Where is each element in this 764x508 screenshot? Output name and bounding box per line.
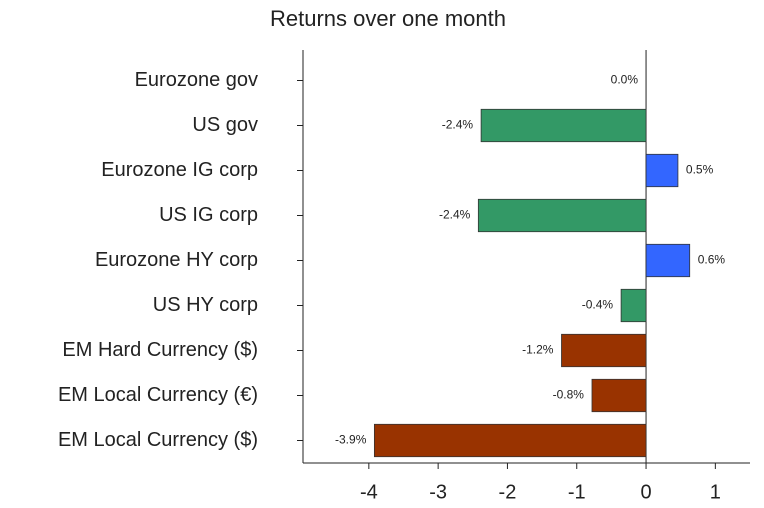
value-label: 0.5%	[686, 163, 714, 177]
x-tick-label: -1	[568, 481, 586, 503]
bar	[591, 378, 647, 413]
value-label: 0.0%	[611, 73, 639, 87]
x-tick-label: -4	[360, 481, 378, 503]
y-tick-label: US gov	[192, 114, 258, 136]
bar	[645, 153, 679, 188]
x-tick-label: -2	[499, 481, 517, 503]
x-tick-label: 0	[640, 481, 651, 503]
y-tick-label: EM Local Currency ($)	[58, 429, 258, 451]
bar	[373, 423, 647, 458]
x-tick-label: -3	[429, 481, 447, 503]
y-tick-label: US IG corp	[159, 204, 258, 226]
value-label: -2.4%	[442, 118, 474, 132]
y-tick-label: EM Local Currency (€)	[58, 384, 258, 406]
y-tick-label: EM Hard Currency ($)	[62, 339, 258, 361]
y-tick-label: Eurozone IG corp	[101, 159, 258, 181]
bar	[477, 198, 647, 233]
bar	[620, 288, 647, 323]
bar	[561, 333, 647, 368]
bar	[480, 108, 647, 143]
value-label: -1.2%	[522, 343, 554, 357]
y-tick-label: Eurozone gov	[135, 69, 258, 91]
y-tick-label: Eurozone HY corp	[95, 249, 258, 271]
value-label: 0.6%	[698, 253, 726, 267]
value-label: -2.4%	[439, 208, 471, 222]
value-label: -0.8%	[553, 388, 585, 402]
bar	[645, 243, 691, 278]
value-label: -3.9%	[335, 433, 367, 447]
y-tick-label: US HY corp	[153, 294, 258, 316]
x-tick-label: 1	[710, 481, 721, 503]
chart-title: Returns over one month	[270, 6, 506, 31]
value-label: -0.4%	[582, 298, 614, 312]
